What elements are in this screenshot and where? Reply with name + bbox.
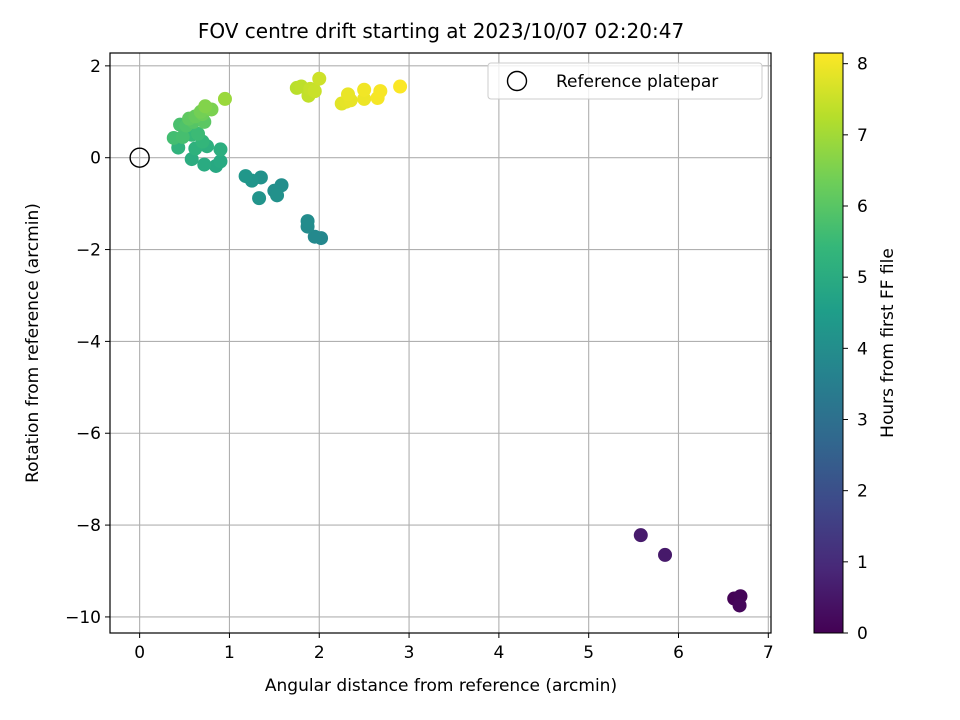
x-axis-label: Angular distance from reference (arcmin) — [265, 676, 617, 696]
x-tick-label: 0 — [134, 643, 145, 663]
x-tick-label: 7 — [763, 643, 774, 663]
data-point — [175, 130, 190, 145]
plot-frame — [109, 52, 772, 634]
data-point — [213, 142, 228, 157]
data-point — [184, 152, 199, 167]
colorbar: 0 1 2 3 4 5 6 7 8 Hours from first FF file — [813, 52, 898, 644]
colorbar-gradient — [813, 52, 844, 634]
data-point — [270, 188, 285, 203]
colorbar-tick-label: 2 — [857, 482, 868, 502]
data-point — [658, 547, 673, 562]
colorbar-tick-label: 0 — [857, 624, 868, 644]
data-point — [307, 229, 322, 244]
legend-box — [487, 62, 763, 100]
x-tick-label: 6 — [673, 643, 684, 663]
colorbar-tick-label: 1 — [857, 553, 868, 573]
data-point — [213, 154, 228, 169]
y-tick-label: −4 — [76, 332, 101, 352]
y-axis-label: Rotation from reference (arcmin) — [23, 203, 43, 483]
colorbar-tick-label: 6 — [857, 197, 868, 217]
reference-marker-layer — [129, 147, 150, 168]
data-point — [633, 528, 648, 543]
data-point — [357, 82, 372, 97]
x-tick-label: 2 — [314, 643, 325, 663]
y-tick-label: −8 — [76, 516, 101, 536]
y-tick-label: −6 — [76, 424, 101, 444]
data-points — [166, 71, 748, 613]
colorbar-tick-label: 5 — [857, 268, 868, 288]
legend-open-circle-marker — [506, 70, 528, 92]
x-tick-label: 4 — [493, 643, 504, 663]
x-tick-label: 3 — [404, 643, 415, 663]
data-point — [252, 191, 267, 206]
data-point — [373, 84, 388, 99]
colorbar-tick-label: 8 — [857, 55, 868, 75]
legend-entry-label: Reference platepar — [556, 72, 718, 92]
reference-platepar-marker — [129, 147, 150, 168]
colorbar-tick-label: 3 — [857, 411, 868, 431]
data-point — [191, 126, 206, 141]
data-point — [198, 99, 213, 114]
x-tick-label: 5 — [583, 643, 594, 663]
data-point — [732, 598, 747, 613]
data-point — [300, 214, 315, 229]
grid — [110, 53, 771, 633]
chart-title: FOV centre drift starting at 2023/10/07 … — [198, 19, 684, 43]
data-point — [393, 79, 408, 94]
legend: Reference platepar — [487, 62, 763, 100]
data-point — [238, 169, 253, 184]
y-tick-label: −10 — [65, 608, 101, 628]
y-tick-label: −2 — [76, 241, 101, 261]
y-tick-label: 0 — [90, 149, 101, 169]
colorbar-label: Hours from first FF file — [878, 248, 898, 438]
axis-ticks: 0 1 2 3 4 5 6 7 −10 −8 −6 −4 −2 0 2 — [65, 57, 774, 663]
colorbar-ticks: 0 1 2 3 4 5 6 7 8 — [843, 55, 868, 644]
data-point — [307, 84, 322, 99]
data-point — [217, 91, 232, 106]
data-point — [312, 71, 327, 86]
x-tick-label: 1 — [224, 643, 235, 663]
data-point — [197, 157, 212, 172]
data-point — [340, 87, 355, 102]
y-tick-label: 2 — [90, 57, 101, 77]
colorbar-tick-label: 4 — [857, 339, 868, 359]
colorbar-tick-label: 7 — [857, 126, 868, 146]
